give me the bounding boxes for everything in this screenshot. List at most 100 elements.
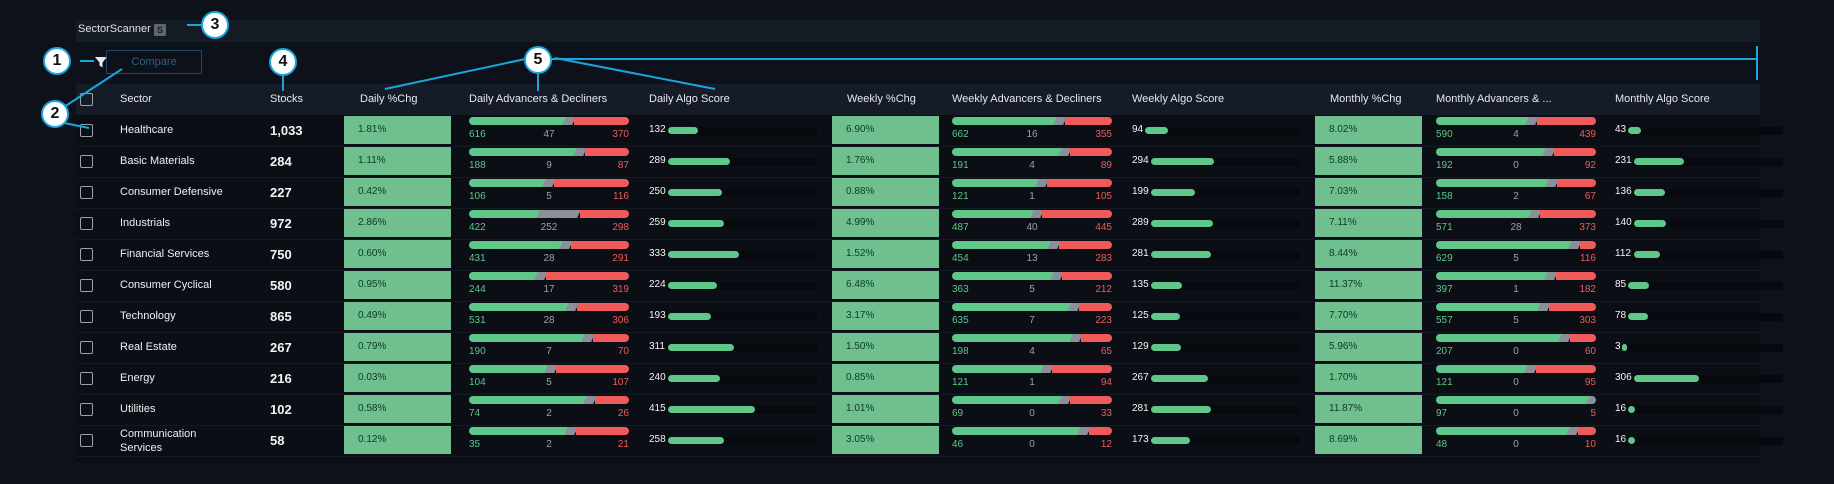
advancers-count: 397 (1436, 284, 1453, 295)
adv-dec-bar (1436, 241, 1596, 249)
table-row[interactable]: Consumer Defensive 227 0.42% 106 5 116 250… (76, 177, 1783, 209)
row-checkbox[interactable] (80, 124, 93, 137)
algo-fill (668, 251, 739, 258)
col-monthly-adv[interactable]: Monthly Advancers & ... (1436, 93, 1552, 105)
col-weekly-adv[interactable]: Weekly Advancers & Decliners (952, 93, 1102, 105)
algo-track (1615, 251, 1783, 259)
adv-dec-bar (469, 210, 629, 218)
decliners-count: 94 (1100, 377, 1112, 388)
filter-icon[interactable] (94, 55, 108, 69)
sector-name[interactable]: Basic Materials (120, 155, 195, 167)
monthly-pct-cell: 8.02% (1315, 116, 1422, 144)
weekly-advancers-decliners: 121 1 94 (952, 365, 1112, 392)
monthly-algo-score: 140 (1615, 210, 1785, 237)
algo-value: 311 (649, 341, 666, 352)
compare-button[interactable]: Compare (106, 50, 202, 74)
table-row[interactable]: Energy 216 0.03% 104 5 107 240 0.85% (76, 363, 1783, 395)
col-daily-pct[interactable]: Daily %Chg (360, 93, 418, 105)
unchanged-count: 40 (1026, 222, 1038, 233)
decliners-segment (1539, 210, 1596, 218)
sector-name[interactable]: Financial Services (120, 248, 210, 260)
col-daily-adv[interactable]: Daily Advancers & Decliners (469, 93, 608, 105)
window-badge[interactable]: S (154, 24, 166, 36)
unchanged-count: 9 (546, 160, 552, 171)
decliners-segment (1080, 334, 1112, 342)
adv-dec-bar (952, 303, 1112, 311)
row-checkbox[interactable] (80, 279, 93, 292)
col-daily-algo[interactable]: Daily Algo Score (649, 93, 730, 105)
weekly-advancers-decliners: 635 7 223 (952, 303, 1112, 330)
sector-name[interactable]: Industrials (120, 217, 171, 229)
daily-algo-score: 193 (649, 303, 819, 330)
col-weekly-pct[interactable]: Weekly %Chg (847, 93, 916, 105)
daily-advancers-decliners: 531 28 306 (469, 303, 629, 330)
monthly-pct-cell: 7.70% (1315, 302, 1422, 330)
advancers-segment (469, 303, 574, 311)
row-checkbox[interactable] (80, 434, 93, 447)
unchanged-count: 1 (1513, 284, 1519, 295)
weekly-algo-score: 289 (1132, 210, 1302, 237)
weekly-algo-score: 294 (1132, 148, 1302, 175)
sector-name[interactable]: Real Estate (120, 341, 177, 353)
decliners-segment (1079, 303, 1112, 311)
row-checkbox[interactable] (80, 186, 93, 199)
monthly-advancers-decliners: 121 0 95 (1436, 365, 1596, 392)
algo-fill (1634, 251, 1661, 258)
daily-algo-score: 224 (649, 272, 819, 299)
col-monthly-pct[interactable]: Monthly %Chg (1330, 93, 1402, 105)
advancers-segment (952, 210, 1039, 218)
row-checkbox[interactable] (80, 155, 93, 168)
row-checkbox[interactable] (80, 310, 93, 323)
adv-dec-bar (1436, 303, 1596, 311)
advancers-segment (952, 303, 1076, 311)
col-monthly-algo[interactable]: Monthly Algo Score (1615, 93, 1710, 105)
table-row[interactable]: Communication Services 58 0.12% 35 2 21 25… (76, 425, 1783, 457)
advancers-count: 46 (952, 439, 964, 450)
table-row[interactable]: Consumer Cyclical 580 0.95% 244 17 319 224… (76, 270, 1783, 302)
adv-dec-bar (469, 148, 629, 156)
adv-dec-bar (952, 148, 1112, 156)
decliners-segment (1058, 241, 1112, 249)
col-sector[interactable]: Sector (120, 93, 152, 105)
row-checkbox[interactable] (80, 248, 93, 261)
table-row[interactable]: Industrials 972 2.86% 422 252 298 259 4.99… (76, 208, 1783, 240)
advancers-segment (952, 179, 1044, 187)
monthly-advancers-decliners: 48 0 10 (1436, 427, 1596, 454)
advancers-count: 571 (1436, 222, 1453, 233)
decliners-count: 67 (1584, 191, 1596, 202)
table-row[interactable]: Financial Services 750 0.60% 431 28 291 33… (76, 239, 1783, 271)
decliners-count: 298 (612, 222, 629, 233)
col-stocks[interactable]: Stocks (270, 93, 304, 105)
row-checkbox[interactable] (80, 217, 93, 230)
sector-name[interactable]: Communication Services (120, 428, 197, 454)
advancers-count: 557 (1436, 315, 1453, 326)
weekly-pct-cell: 1.76% (832, 147, 939, 175)
unchanged-count: 5 (1029, 284, 1035, 295)
monthly-algo-score: 43 (1615, 117, 1785, 144)
table-row[interactable]: Healthcare 1,033 1.81% 616 47 370 132 6.90… (76, 115, 1783, 147)
sector-name[interactable]: Healthcare (120, 124, 174, 136)
select-all-checkbox[interactable] (80, 93, 93, 106)
row-checkbox[interactable] (80, 372, 93, 385)
table-row[interactable]: Utilities 102 0.58% 74 2 26 415 1.01% (76, 394, 1783, 426)
col-weekly-algo[interactable]: Weekly Algo Score (1132, 93, 1225, 105)
advancers-segment (952, 272, 1059, 280)
daily-pct-cell: 0.12% (344, 426, 451, 454)
sector-name[interactable]: Technology (120, 310, 176, 322)
table-row[interactable]: Technology 865 0.49% 531 28 306 193 3.17% (76, 301, 1783, 333)
sector-name[interactable]: Consumer Defensive (120, 186, 223, 198)
decliners-segment (1555, 272, 1596, 280)
row-checkbox[interactable] (80, 341, 93, 354)
daily-algo-score: 259 (649, 210, 819, 237)
table-row[interactable]: Real Estate 267 0.79% 190 7 70 311 1.50% (76, 332, 1783, 364)
decliners-segment (1088, 427, 1112, 435)
algo-value: 199 (1132, 186, 1150, 197)
advancers-count: 662 (952, 129, 969, 140)
sector-name[interactable]: Energy (120, 372, 155, 384)
table-row[interactable]: Basic Materials 284 1.11% 188 9 87 289 1.7… (76, 146, 1783, 178)
sector-name[interactable]: Consumer Cyclical (120, 279, 212, 291)
row-checkbox[interactable] (80, 403, 93, 416)
decliners-segment (1537, 117, 1596, 125)
sector-name[interactable]: Utilities (120, 403, 156, 415)
algo-value: 140 (1615, 217, 1633, 228)
